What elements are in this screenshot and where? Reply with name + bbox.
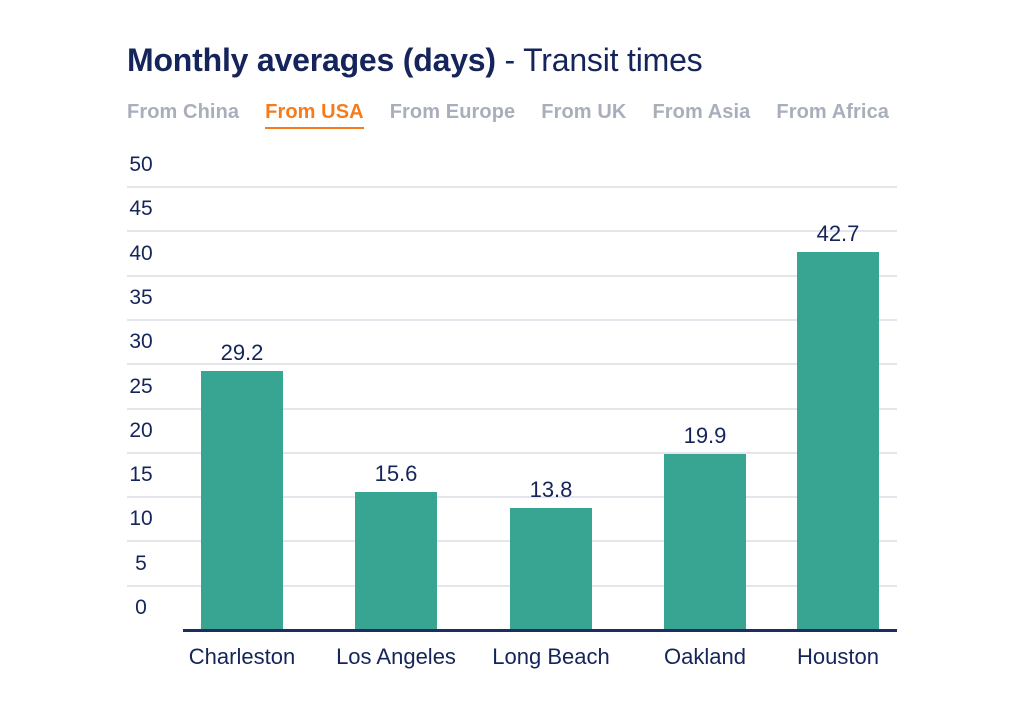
bar-long-beach[interactable] xyxy=(510,507,592,629)
gridline-15 xyxy=(127,496,897,499)
x-axis-label-charleston: Charleston xyxy=(188,644,296,669)
x-axis-label-oakland: Oakland xyxy=(664,644,746,669)
y-axis-tick-label: 40 xyxy=(129,241,153,265)
y-axis-tick-label: 30 xyxy=(129,330,153,354)
y-axis-tick-label: 0 xyxy=(135,596,147,619)
y-axis-tick-label: 50 xyxy=(129,153,153,176)
tab-from-asia[interactable]: From Asia xyxy=(652,101,750,129)
bar-value-label: 29.2 xyxy=(220,340,264,366)
x-axis-label-los-angeles: Los Angeles xyxy=(336,644,456,669)
tab-from-africa[interactable]: From Africa xyxy=(776,101,889,129)
gridline-20 xyxy=(127,451,897,454)
tab-from-usa[interactable]: From USA xyxy=(265,101,364,129)
bar-value-label: 13.8 xyxy=(529,476,573,502)
y-axis-tick-label: 20 xyxy=(129,418,153,442)
gridline-50 xyxy=(127,186,897,188)
y-axis-tick-label: 5 xyxy=(135,551,147,575)
y-axis-tick-label: 15 xyxy=(129,463,153,487)
x-axis-line xyxy=(183,629,897,632)
bar-houston[interactable] xyxy=(797,251,879,629)
x-axis-label-houston: Houston xyxy=(797,644,879,669)
gridline-35 xyxy=(127,318,897,321)
y-axis-tick-label: 10 xyxy=(129,507,153,531)
gridline-25 xyxy=(127,407,897,410)
tab-from-uk[interactable]: From UK xyxy=(541,101,626,129)
page-title-bold: Monthly averages (days) xyxy=(127,42,496,78)
y-axis-tick-label: 25 xyxy=(129,374,153,398)
tab-from-europe[interactable]: From Europe xyxy=(390,101,516,129)
bar-oakland[interactable] xyxy=(664,453,746,629)
page-title: Monthly averages (days) - Transit times xyxy=(127,40,703,80)
gridline-30 xyxy=(127,363,897,366)
page-title-subtitle: - Transit times xyxy=(495,42,703,78)
y-axis-tick-label: 45 xyxy=(129,197,153,221)
tab-from-china[interactable]: From China xyxy=(127,101,239,129)
bar-los-angeles[interactable] xyxy=(355,491,437,629)
x-axis-label-long-beach: Long Beach xyxy=(492,644,610,669)
bar-charleston[interactable] xyxy=(201,371,283,629)
bar-value-label: 15.6 xyxy=(374,460,418,486)
origin-tabs: From China From USA From Europe From UK … xyxy=(127,101,889,129)
gridline-45 xyxy=(127,230,897,233)
y-axis-tick-label: 35 xyxy=(129,285,153,309)
bar-value-label: 42.7 xyxy=(816,220,860,246)
bar-value-label: 19.9 xyxy=(683,422,727,448)
gridline-40 xyxy=(127,274,897,277)
